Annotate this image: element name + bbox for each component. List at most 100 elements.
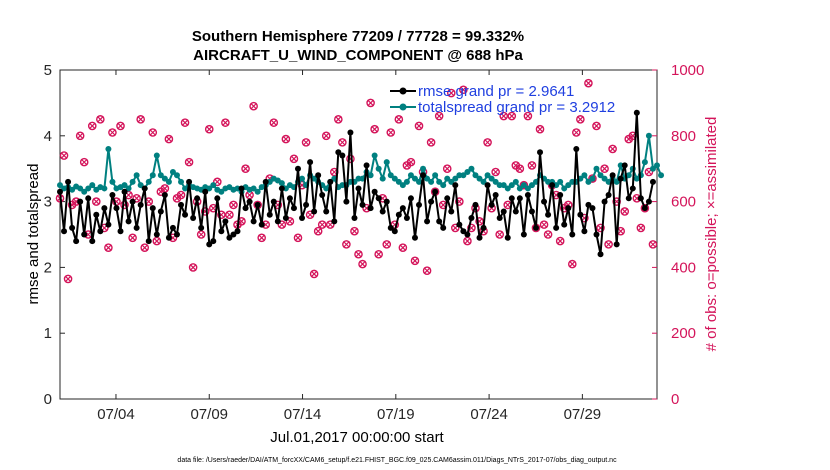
obs-possible-marker	[398, 243, 408, 252]
obs-possible-marker	[499, 111, 509, 121]
rmse-point	[109, 192, 116, 199]
obs-possible-marker	[467, 223, 476, 233]
totalspread-point	[512, 178, 519, 185]
rmse-point	[553, 224, 560, 231]
obs-assimilated-marker	[258, 234, 266, 242]
obs-possible-marker	[108, 128, 117, 137]
totalspread-point	[395, 178, 402, 185]
rmse-series	[57, 109, 656, 258]
y-right-tick-label: 0	[671, 391, 679, 408]
rmse-point	[456, 221, 463, 228]
totalspread-point	[89, 182, 96, 189]
totalspread-point	[468, 165, 475, 172]
obs-possible-marker	[592, 121, 601, 131]
obs-point	[459, 85, 468, 95]
obs-possible-marker	[120, 200, 129, 210]
obs-assimilated-marker	[544, 231, 552, 238]
obs-point	[648, 240, 658, 249]
totalspread-point	[444, 175, 451, 182]
obs-possible-marker	[495, 230, 504, 239]
rmse-point	[286, 195, 293, 202]
obs-possible-marker	[96, 115, 105, 124]
obs-possible-marker	[116, 121, 125, 131]
rmse-point	[266, 211, 273, 218]
obs-point	[104, 243, 113, 252]
y-right-tick-label: 200	[671, 325, 696, 342]
obs-assimilated-marker	[76, 132, 84, 140]
rmse-point	[182, 211, 189, 218]
obs-assimilated-marker	[60, 152, 68, 159]
obs-point	[374, 249, 383, 259]
obs-possible-marker	[338, 138, 347, 147]
rmse-point	[565, 205, 572, 212]
obs-possible-marker	[515, 164, 525, 173]
obs-possible-marker	[104, 243, 113, 252]
obs-assimilated-marker	[302, 138, 310, 146]
obs-point	[180, 118, 190, 127]
totalspread-point	[492, 178, 499, 185]
rmse-point	[186, 178, 193, 185]
obs-assimilated-marker	[225, 211, 233, 219]
obs-possible-marker	[358, 259, 367, 269]
rmse-point	[403, 215, 410, 222]
totalspread-point	[504, 185, 511, 192]
totalspread-point	[218, 188, 225, 195]
obs-assimilated-marker	[605, 240, 613, 248]
obs-possible-marker	[241, 164, 250, 173]
obs-assimilated-marker	[443, 165, 451, 173]
rmse-point	[157, 208, 164, 215]
obs-assimilated-marker	[435, 112, 443, 120]
totalspread-point	[81, 188, 88, 195]
obs-assimilated-marker	[137, 115, 145, 123]
obs-point	[301, 138, 311, 147]
rmse-point	[500, 208, 507, 215]
obs-possible-marker	[523, 111, 533, 121]
totalspread-point	[137, 182, 144, 189]
rmse-point	[117, 228, 124, 235]
obs-assimilated-marker	[367, 99, 375, 107]
rmse-point	[597, 251, 604, 258]
y-right-tick-label: 400	[671, 259, 696, 276]
obs-point	[79, 157, 89, 167]
obs-point	[584, 78, 593, 88]
rmse-point	[133, 224, 140, 231]
rmse-point	[508, 195, 515, 202]
obs-assimilated-marker	[80, 158, 88, 166]
rmse-line	[59, 111, 654, 256]
totalspread-point	[105, 145, 112, 152]
rmse-point	[524, 192, 531, 199]
rmse-point	[206, 241, 213, 248]
rmse-point	[649, 178, 656, 185]
rmse-point	[250, 218, 257, 225]
totalspread-point	[165, 178, 172, 185]
rmse-point	[347, 129, 354, 136]
rmse-point	[609, 172, 616, 179]
obs-assimilated-marker	[459, 86, 467, 94]
obs-assimilated-marker	[411, 257, 419, 265]
obs-possible-marker	[410, 256, 420, 266]
rmse-point	[311, 208, 318, 215]
obs-point	[410, 256, 420, 266]
totalspread-point	[311, 175, 318, 182]
obs-assimilated-marker	[92, 198, 100, 206]
rmse-point	[464, 231, 471, 238]
obs-possible-marker	[92, 197, 101, 206]
totalspread-point	[649, 165, 656, 172]
rmse-point	[504, 234, 511, 241]
totalspread-point	[432, 172, 439, 179]
obs-assimilated-marker	[165, 135, 173, 143]
totalspread-point	[613, 178, 620, 185]
obs-possible-marker	[366, 98, 375, 108]
obs-point	[249, 101, 258, 111]
obs-assimilated-marker	[177, 191, 185, 199]
obs-possible-marker	[200, 207, 210, 216]
obs-possible-marker	[229, 200, 238, 210]
y-left-tick-label: 2	[44, 259, 52, 276]
totalspread-point	[516, 185, 523, 192]
totalspread-point	[658, 172, 665, 179]
obs-possible-marker	[640, 203, 650, 213]
totalspread-point	[77, 185, 84, 192]
rmse-point	[105, 221, 112, 228]
obs-possible-marker	[79, 157, 89, 167]
obs-assimilated-marker	[524, 112, 532, 120]
